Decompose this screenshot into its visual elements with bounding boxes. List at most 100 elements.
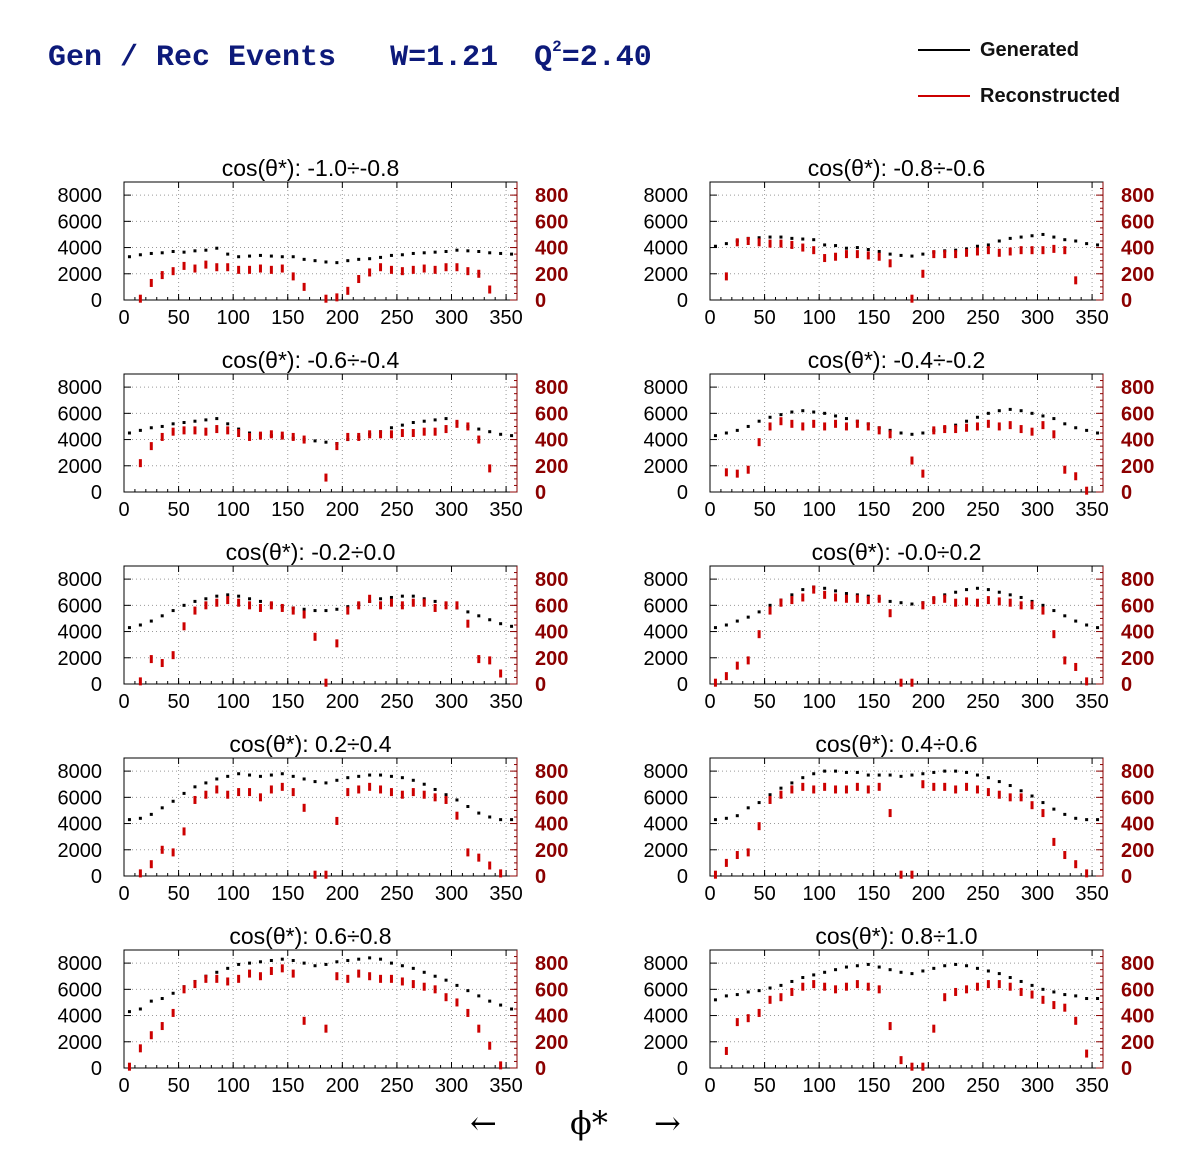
title-w: W=1.21 [390, 41, 499, 75]
rec-point [834, 252, 838, 261]
rec-point [400, 977, 404, 986]
rec-point [1041, 809, 1045, 818]
rec-point [910, 1062, 914, 1071]
gen-point [237, 594, 241, 598]
gen-point [801, 409, 805, 413]
x-tick-label: 250 [966, 883, 999, 905]
plot-frame [123, 181, 518, 301]
rec-point [368, 782, 372, 791]
rec-point [986, 596, 990, 605]
rec-point [455, 811, 459, 820]
gen-point [302, 777, 306, 781]
y-tick-label-left: 6000 [58, 595, 103, 617]
gen-point [1063, 614, 1067, 618]
rec-point [324, 1024, 328, 1033]
rec-point [1074, 472, 1078, 481]
gen-point [910, 972, 914, 976]
gen-point [746, 615, 750, 619]
rec-point [411, 429, 415, 437]
y-tick-label-right: 600 [1121, 979, 1154, 1001]
gen-point [932, 966, 936, 970]
gen-point [488, 999, 492, 1003]
rec-point [149, 442, 153, 451]
y-tick-label-left: 2000 [58, 648, 103, 670]
y-tick-label-right: 0 [535, 482, 546, 504]
rec-point [746, 465, 750, 474]
rec-point [834, 419, 838, 428]
y-tick-label-left: 6000 [644, 211, 689, 233]
gen-point [921, 252, 925, 256]
rec-point [975, 785, 979, 794]
rec-point [801, 243, 805, 252]
rec-point [411, 788, 415, 797]
y-tick-label-left: 8000 [58, 185, 103, 207]
gen-point [954, 962, 958, 966]
y-tick-label-right: 600 [1121, 403, 1154, 425]
gen-point [1041, 414, 1045, 418]
x-tick-label: 350 [1075, 1075, 1108, 1097]
gen-point [790, 979, 794, 983]
title-q-exponent: 2 [552, 38, 562, 56]
rec-point [171, 267, 175, 276]
x-tick-label: 50 [753, 883, 775, 905]
rec-point [768, 422, 772, 431]
y-tick-label-left: 8000 [644, 569, 689, 591]
gen-point [433, 250, 437, 254]
rec-point [433, 793, 437, 802]
rec-point [389, 788, 393, 797]
rec-point [291, 272, 295, 281]
y-tick-label-right: 600 [535, 979, 568, 1001]
gen-point [855, 964, 859, 968]
gen-point [335, 261, 339, 265]
x-tick-label: 50 [167, 1075, 189, 1097]
gen-point [844, 592, 848, 596]
gen-point [1085, 818, 1089, 822]
rec-point [812, 585, 816, 594]
x-tick-label: 0 [118, 691, 129, 713]
gen-point [237, 255, 241, 259]
gen-point [138, 816, 142, 820]
gen-point [1063, 422, 1067, 426]
rec-point [171, 651, 175, 660]
gen-point [724, 431, 728, 435]
gen-point [258, 774, 262, 778]
gen-point [921, 431, 925, 435]
gen-point [477, 614, 481, 618]
phi-label: ϕ* [570, 1104, 608, 1142]
rec-point [433, 603, 437, 612]
x-tick-label: 0 [704, 307, 715, 329]
y-tick-label-left: 2000 [58, 1032, 103, 1054]
gen-point [422, 782, 426, 786]
rec-point [138, 459, 142, 468]
gen-point [1063, 812, 1067, 816]
rec-point [954, 425, 958, 434]
rec-point [724, 672, 728, 681]
gen-point [444, 793, 448, 797]
rec-point [346, 788, 350, 797]
gen-point [291, 774, 295, 778]
x-tick-label: 350 [489, 499, 522, 521]
rec-point [379, 601, 383, 610]
rec-point [746, 656, 750, 665]
chart-panel-4: 0 50 100 150 200 250 300 350 0 2000 4000 6000 8000 0 2… [644, 347, 1155, 521]
rec-point [921, 1062, 925, 1071]
rec-point [269, 601, 273, 610]
gen-point [866, 773, 870, 777]
rec-point [226, 426, 230, 435]
y-tick-label-right: 400 [1121, 1006, 1154, 1028]
rec-point [335, 442, 339, 451]
gen-point [1052, 990, 1056, 994]
y-tick-label-left: 2000 [644, 264, 689, 286]
gen-point [411, 594, 415, 598]
gen-point [215, 970, 219, 974]
gen-point [510, 818, 514, 822]
y-tick-label-left: 8000 [644, 185, 689, 207]
gen-point [986, 411, 990, 415]
x-tick-label: 300 [1021, 691, 1054, 713]
rec-point [400, 790, 404, 799]
rec-point [790, 987, 794, 996]
gen-point [499, 432, 503, 436]
x-tick-label: 250 [380, 883, 413, 905]
rec-point [954, 250, 958, 259]
gen-point [1096, 997, 1100, 1001]
